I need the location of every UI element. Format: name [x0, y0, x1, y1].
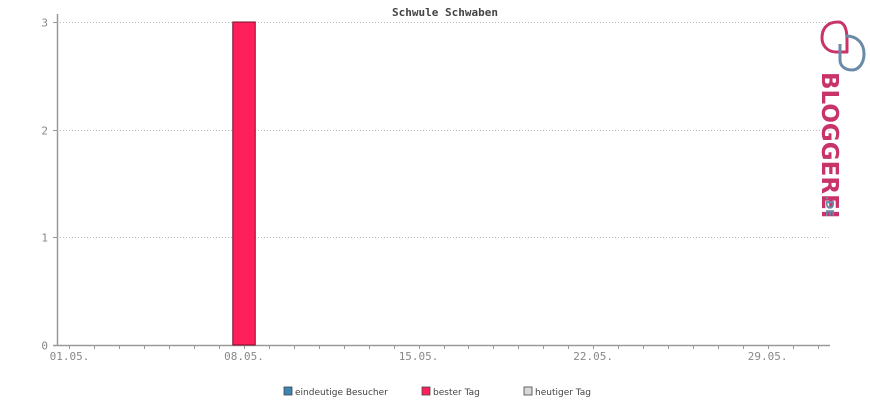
chart-title: Schwule Schwaben	[392, 6, 498, 19]
legend-label-2: bester Tag	[433, 388, 480, 398]
legend: eindeutige Besucher bester Tag heutiger Ta…	[283, 386, 591, 398]
y-tick-label-1: 1	[41, 232, 48, 245]
legend-label-1: eindeutige Besucher	[295, 388, 388, 398]
y-tick-label-2: 2	[41, 125, 48, 138]
x-tick-label-5: 29.05.	[748, 350, 788, 363]
bars	[232, 21, 256, 346]
x-tick-label-4: 22.05.	[573, 350, 613, 363]
brand-name: BLOGGEREI	[816, 72, 842, 218]
legend-swatch-2	[421, 386, 431, 396]
legend-swatch-1	[283, 386, 293, 396]
y-tick-label-3: 3	[41, 17, 48, 30]
axes	[53, 14, 830, 349]
y-tick-labels: 0 1 2 3	[41, 17, 48, 353]
brand-suffix: .DE	[823, 196, 836, 217]
legend-swatch-3	[523, 386, 533, 396]
y-tick-label-0: 0	[41, 340, 48, 353]
x-tick-label-1: 01.05.	[50, 350, 90, 363]
legend-label-3: heutiger Tag	[535, 388, 591, 398]
speech-bubbles-icon	[820, 20, 866, 72]
x-tick-label-2: 08.05.	[224, 350, 264, 363]
x-tick-label-3: 15.05.	[399, 350, 439, 363]
bloggerei-logo[interactable]: BLOGGEREI .DE	[816, 20, 866, 218]
bar-bester-tag-day-8	[232, 21, 256, 346]
grid-lines	[57, 22, 830, 238]
x-tick-labels: 01.05. 08.05. 15.05. 22.05. 29.05.	[50, 350, 788, 363]
